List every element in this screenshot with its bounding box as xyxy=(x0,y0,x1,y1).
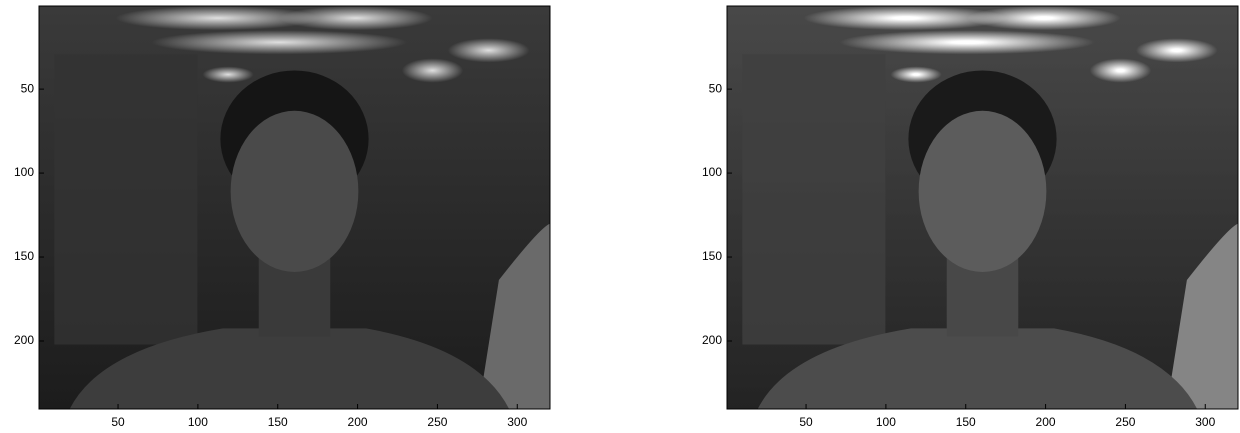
x-tick-label: 50 xyxy=(111,415,125,429)
y-tick-label: 100 xyxy=(702,165,722,179)
y-tick-label: 200 xyxy=(702,333,722,347)
y-tick-label: 150 xyxy=(14,249,34,263)
light xyxy=(891,66,942,82)
light xyxy=(967,6,1120,30)
image xyxy=(727,6,1238,409)
x-tick-label: 50 xyxy=(799,415,813,429)
light xyxy=(1090,58,1151,82)
face xyxy=(231,111,359,272)
x-tick-label: 250 xyxy=(1115,415,1135,429)
x-tick-label: 300 xyxy=(1195,415,1215,429)
light xyxy=(203,66,254,82)
poster xyxy=(54,54,197,344)
poster xyxy=(742,54,885,344)
light xyxy=(1136,38,1218,62)
y-tick-label: 150 xyxy=(702,249,722,263)
x-tick-label: 300 xyxy=(507,415,527,429)
light xyxy=(448,38,530,62)
y-tick-label: 100 xyxy=(14,165,34,179)
x-tick-label: 150 xyxy=(956,415,976,429)
light xyxy=(151,30,407,54)
x-tick-label: 100 xyxy=(188,415,208,429)
y-tick-label: 50 xyxy=(709,81,723,95)
y-tick-label: 50 xyxy=(21,81,35,95)
x-tick-label: 200 xyxy=(1036,415,1056,429)
light xyxy=(279,6,432,30)
x-tick-label: 150 xyxy=(268,415,288,429)
face xyxy=(919,111,1047,272)
x-tick-label: 100 xyxy=(876,415,896,429)
figure: 50 100 150 200 250 300 50 100 150 200 50 100 150 200 2… xyxy=(0,0,1240,433)
light xyxy=(402,58,463,82)
y-tick-label: 200 xyxy=(14,333,34,347)
x-tick-label: 200 xyxy=(348,415,368,429)
light xyxy=(839,30,1094,54)
x-tick-label: 250 xyxy=(427,415,447,429)
image xyxy=(39,6,550,409)
